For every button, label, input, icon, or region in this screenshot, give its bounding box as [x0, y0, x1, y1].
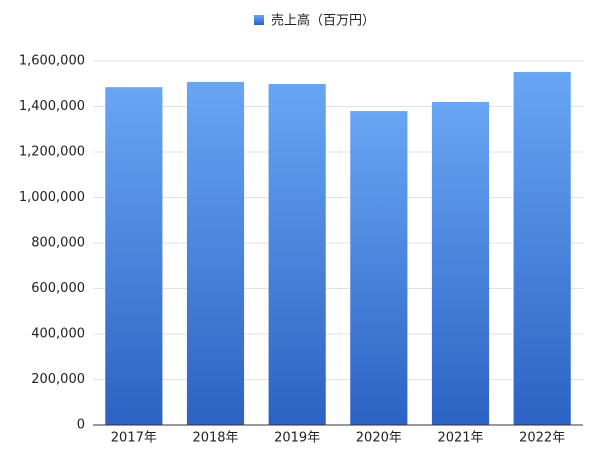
- y-tick-label: 1,000,000: [19, 190, 85, 205]
- y-tick-label: 1,400,000: [19, 99, 85, 114]
- y-tick-label: 0: [77, 418, 85, 433]
- legend-label: 売上高（百万円）: [271, 13, 375, 29]
- y-tick-label: 1,600,000: [19, 54, 85, 69]
- x-tick-label: 2020年: [356, 431, 402, 446]
- x-tick-label: 2017年: [111, 431, 157, 446]
- y-tick-label: 400,000: [31, 327, 85, 342]
- x-tick-label: 2018年: [192, 431, 238, 446]
- legend-swatch: [254, 15, 264, 25]
- bar: [431, 101, 490, 425]
- bar: [268, 83, 326, 425]
- y-tick-label: 800,000: [31, 236, 85, 251]
- y-tick-label: 600,000: [31, 281, 85, 296]
- legend-item: 売上高（百万円）: [254, 13, 375, 29]
- x-tick-label: 2019年: [274, 431, 320, 446]
- bar: [105, 87, 163, 425]
- bar: [513, 71, 571, 426]
- y-tick-label: 200,000: [31, 372, 85, 387]
- y-tick-label: 1,200,000: [19, 145, 85, 160]
- bar: [186, 81, 245, 426]
- x-tick-label: 2022年: [519, 431, 565, 446]
- x-tick-label: 2021年: [437, 431, 483, 446]
- bar: [350, 111, 408, 426]
